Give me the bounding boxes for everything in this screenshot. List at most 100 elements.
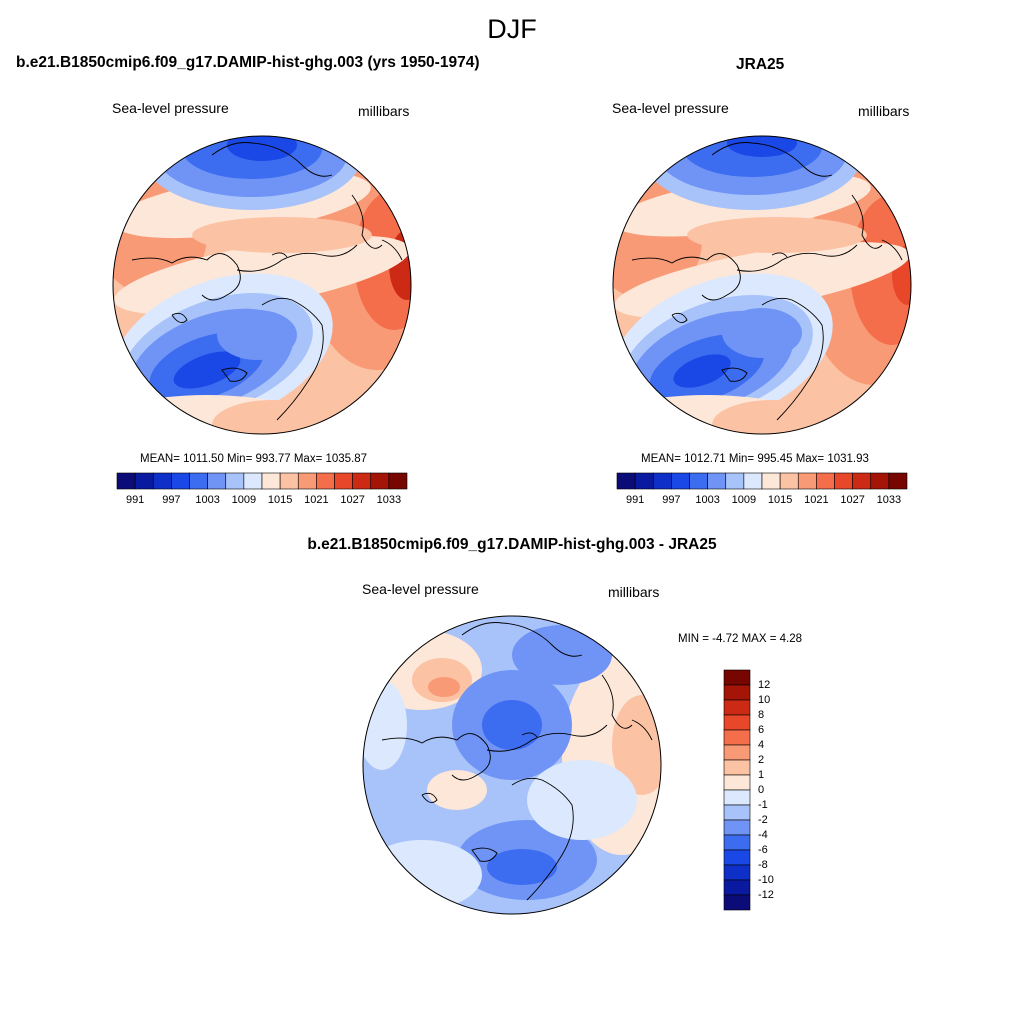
colorbar-swatch bbox=[261, 472, 281, 490]
colorbar-tick-label: 12 bbox=[758, 679, 771, 691]
colorbar-tick-label: 6 bbox=[758, 724, 765, 736]
colorbar-tick-label: 2 bbox=[758, 754, 765, 766]
colorbar-swatch bbox=[689, 472, 708, 490]
colorbar-swatch bbox=[707, 472, 727, 490]
panel1-colorbar bbox=[116, 472, 408, 490]
colorbar-tick-label: 0 bbox=[758, 784, 765, 796]
colorbar-swatch bbox=[723, 849, 751, 866]
colorbar-tick-label: -1 bbox=[758, 799, 768, 811]
colorbar-swatch bbox=[723, 759, 751, 776]
colorbar-swatch bbox=[279, 472, 299, 490]
colorbar-swatch bbox=[743, 472, 763, 490]
panel3-colorbar-ticks: 12 10 8 6 4 2 1 0 -1 -2 -4 -6 -8 -10 -12 bbox=[758, 670, 798, 910]
colorbar-swatch bbox=[816, 472, 835, 490]
colorbar-swatch bbox=[723, 879, 751, 896]
panel3-colorbar bbox=[723, 669, 751, 911]
panel1-stats: MEAN= 1011.50 Min= 993.77 Max= 1035.87 bbox=[140, 453, 368, 465]
panel2-colorbar-ticks: 991 997 1003 1009 1015 1021 1027 1033 bbox=[617, 494, 907, 508]
colorbar-swatch bbox=[779, 472, 799, 490]
colorbar-tick-label: -4 bbox=[758, 829, 768, 841]
colorbar-tick-label: 10 bbox=[758, 694, 771, 706]
colorbar-swatch bbox=[723, 789, 751, 806]
colorbar-tick-label: -6 bbox=[758, 844, 768, 856]
colorbar-swatch bbox=[352, 472, 372, 490]
colorbar-tick-label: 1027 bbox=[340, 494, 365, 506]
colorbar-swatch bbox=[888, 472, 908, 490]
colorbar-tick-label: 997 bbox=[162, 494, 181, 506]
colorbar-swatch bbox=[634, 472, 654, 490]
colorbar-swatch bbox=[652, 472, 672, 490]
panel1-field-label: Sea-level pressure bbox=[112, 100, 229, 116]
colorbar-swatch bbox=[116, 472, 136, 490]
panel2-field-label: Sea-level pressure bbox=[612, 100, 729, 116]
colorbar-swatch bbox=[723, 744, 751, 761]
panel2-units: millibars bbox=[858, 103, 910, 119]
panel3-field-label: Sea-level pressure bbox=[362, 581, 479, 597]
colorbar-swatch bbox=[723, 804, 751, 821]
panel2-stats: MEAN= 1012.71 Min= 995.45 Max= 1031.93 bbox=[641, 453, 869, 465]
colorbar-swatch bbox=[243, 472, 263, 490]
panel2-colorbar bbox=[616, 472, 908, 490]
colorbar-swatch bbox=[723, 819, 751, 836]
colorbar-swatch bbox=[388, 472, 408, 490]
panel1-title: b.e21.B1850cmip6.f09_g17.DAMIP-hist-ghg.… bbox=[16, 54, 480, 71]
season-title: DJF bbox=[487, 14, 537, 44]
colorbar-swatch bbox=[834, 472, 853, 490]
colorbar-swatch bbox=[616, 472, 636, 490]
panel3-units: millibars bbox=[608, 584, 660, 600]
colorbar-swatch bbox=[225, 472, 245, 490]
colorbar-tick-label: 991 bbox=[125, 494, 145, 506]
colorbar-tick-label: 1021 bbox=[804, 494, 829, 506]
colorbar-swatch bbox=[171, 472, 190, 490]
colorbar-tick-label: 1033 bbox=[376, 494, 402, 506]
colorbar-tick-label: 1003 bbox=[195, 494, 220, 506]
colorbar-swatch bbox=[761, 472, 781, 490]
colorbar-swatch bbox=[723, 699, 751, 716]
colorbar-swatch bbox=[134, 472, 154, 490]
colorbar-swatch bbox=[723, 774, 751, 791]
colorbar-tick-label: -10 bbox=[758, 874, 774, 886]
colorbar-tick-label: 1009 bbox=[731, 494, 757, 506]
colorbar-tick-label: 1033 bbox=[876, 494, 902, 506]
colorbar-tick-label: 4 bbox=[758, 739, 765, 751]
colorbar-tick-label: 8 bbox=[758, 709, 765, 721]
colorbar-swatch bbox=[723, 864, 751, 881]
colorbar-swatch bbox=[852, 472, 872, 490]
panel3-title: b.e21.B1850cmip6.f09_g17.DAMIP-hist-ghg.… bbox=[307, 536, 717, 553]
colorbar-tick-label: -2 bbox=[758, 814, 768, 826]
colorbar-tick-label: 1027 bbox=[840, 494, 865, 506]
colorbar-swatch bbox=[152, 472, 172, 490]
colorbar-swatch bbox=[671, 472, 690, 490]
panel1-units: millibars bbox=[358, 103, 410, 119]
panel1-colorbar-ticks: 991 997 1003 1009 1015 1021 1027 1033 bbox=[117, 494, 407, 508]
colorbar-swatch bbox=[370, 472, 390, 490]
colorbar-tick-label: 1 bbox=[758, 769, 765, 781]
colorbar-swatch bbox=[723, 714, 751, 731]
colorbar-tick-label: 1009 bbox=[231, 494, 257, 506]
colorbar-tick-label: -8 bbox=[758, 859, 768, 871]
colorbar-swatch bbox=[723, 669, 751, 686]
colorbar-tick-label: 1015 bbox=[767, 494, 793, 506]
colorbar-swatch bbox=[297, 472, 317, 490]
panel2-map bbox=[612, 135, 912, 435]
colorbar-tick-label: 1021 bbox=[304, 494, 329, 506]
colorbar-swatch bbox=[723, 729, 751, 746]
colorbar-swatch bbox=[723, 834, 751, 851]
panel3-stats: MIN = -4.72 MAX = 4.28 bbox=[678, 633, 803, 645]
colorbar-tick-label: 1003 bbox=[695, 494, 720, 506]
colorbar-tick-label: 997 bbox=[662, 494, 681, 506]
panel2-title: JRA25 bbox=[736, 56, 785, 73]
colorbar-tick-label: 1015 bbox=[267, 494, 293, 506]
colorbar-swatch bbox=[797, 472, 817, 490]
colorbar-swatch bbox=[334, 472, 353, 490]
colorbar-tick-label: 991 bbox=[625, 494, 645, 506]
colorbar-swatch bbox=[189, 472, 208, 490]
panel3-map bbox=[362, 615, 662, 915]
colorbar-swatch bbox=[723, 684, 751, 701]
colorbar-swatch bbox=[316, 472, 335, 490]
colorbar-swatch bbox=[207, 472, 227, 490]
colorbar-swatch bbox=[725, 472, 745, 490]
panel1-map bbox=[112, 135, 412, 435]
colorbar-swatch bbox=[870, 472, 890, 490]
colorbar-swatch bbox=[723, 894, 751, 911]
